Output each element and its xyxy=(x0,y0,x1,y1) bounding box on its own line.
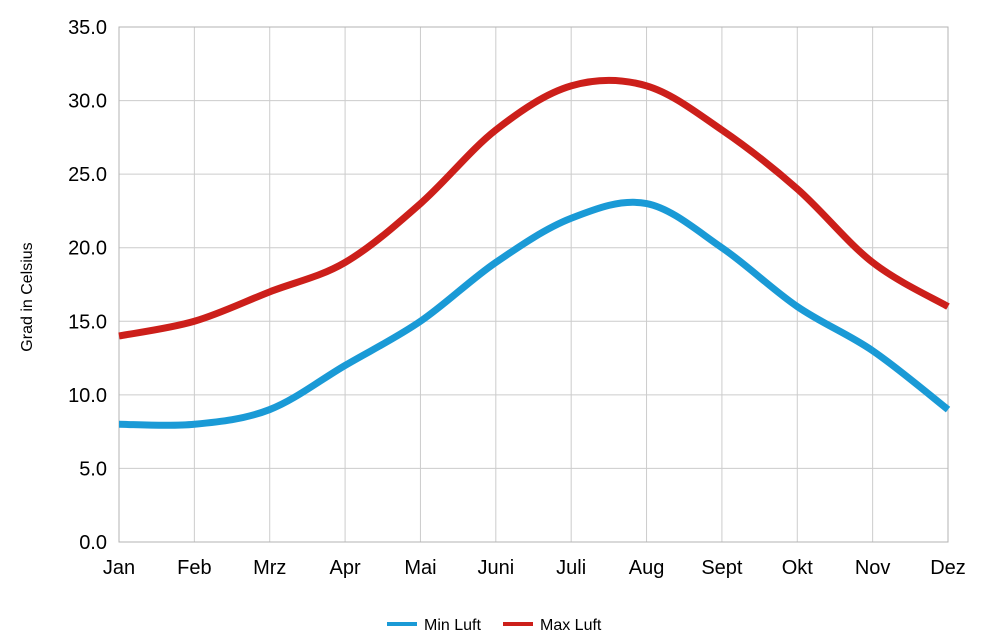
y-tick-label: 5.0 xyxy=(79,458,107,480)
y-axis-tick-labels: 0.0 5.0 10.0 15.0 20.0 25.0 30.0 35.0 xyxy=(68,17,107,554)
x-tick-label: Jan xyxy=(103,557,135,579)
x-tick-label: Apr xyxy=(330,557,361,579)
x-tick-label: Aug xyxy=(629,557,665,579)
y-tick-label: 15.0 xyxy=(68,311,107,333)
x-tick-label: Dez xyxy=(930,557,966,579)
x-tick-label: Juli xyxy=(556,557,586,579)
y-tick-label: 0.0 xyxy=(79,532,107,554)
x-axis-tick-labels: Jan Feb Mrz Apr Mai Juni Juli Aug Sept Okt Nov Dez xyxy=(103,557,966,579)
x-tick-label: Mai xyxy=(404,557,436,579)
y-tick-label: 35.0 xyxy=(68,17,107,39)
plot-border xyxy=(118,26,949,543)
y-tick-label: 30.0 xyxy=(68,91,107,113)
legend-label: Max Luft xyxy=(540,617,602,634)
y-tick-label: 25.0 xyxy=(68,164,107,186)
legend-label: Min Luft xyxy=(424,617,481,634)
y-tick-label: 10.0 xyxy=(68,385,107,407)
grid-lines xyxy=(118,26,949,543)
x-tick-label: Feb xyxy=(177,557,211,579)
x-tick-label: Mrz xyxy=(253,557,286,579)
series-lines xyxy=(118,76,951,429)
x-tick-label: Okt xyxy=(782,557,814,579)
x-tick-label: Nov xyxy=(855,557,891,579)
series-line xyxy=(118,198,951,429)
y-tick-label: 20.0 xyxy=(68,238,107,260)
series-line xyxy=(118,76,950,340)
y-axis-title: Grad in Celsius xyxy=(19,242,36,351)
x-tick-label: Juni xyxy=(477,557,514,579)
x-tick-label: Sept xyxy=(701,557,743,579)
legend: Min Luft Max Luft xyxy=(387,617,602,634)
